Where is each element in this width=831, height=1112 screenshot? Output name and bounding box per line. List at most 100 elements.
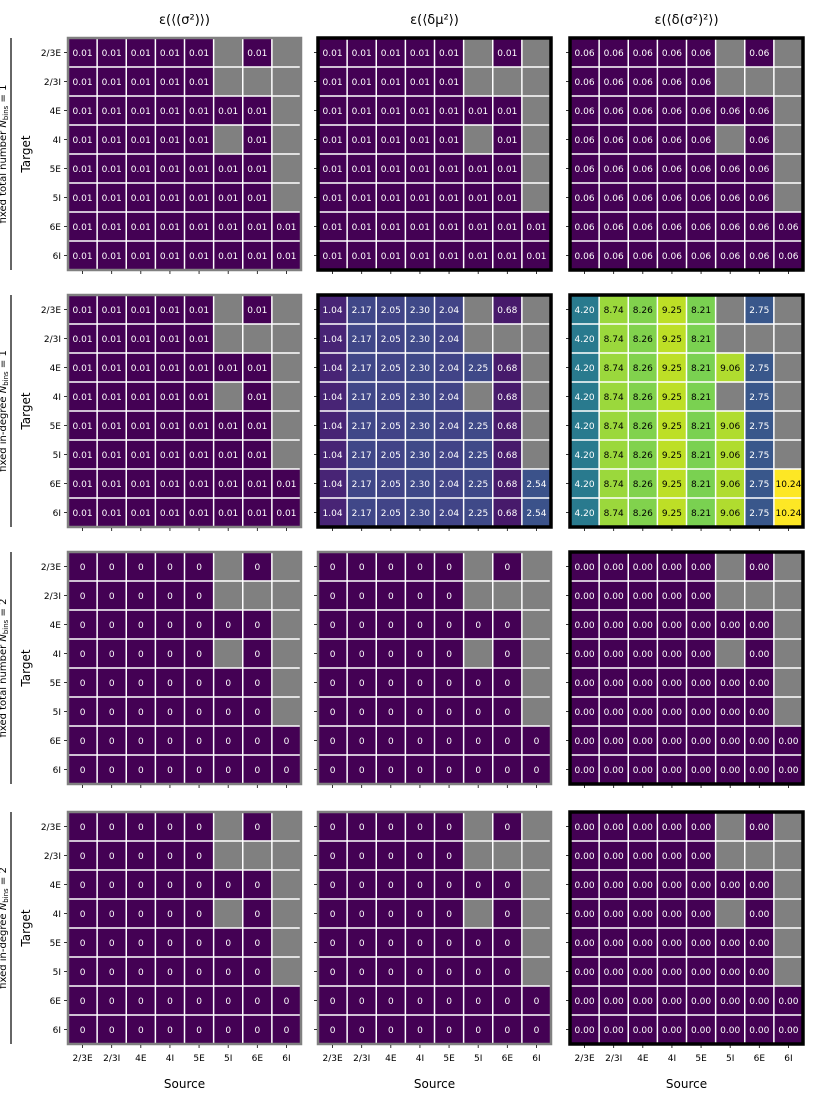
cell-value-label: 0.00 [749,1026,769,1036]
cell-value-label: 0.00 [575,592,595,602]
panel-frame [316,550,553,786]
cell-value-label: 0.01 [189,194,209,204]
cell-value-label: 2.17 [352,509,372,519]
cell-value-label: 8.74 [604,480,624,490]
heatmap-cell [318,986,348,1015]
heatmap-cell [347,957,377,986]
cell-value-label: 9.25 [662,364,682,374]
missing-cell [773,610,803,639]
cell-value-label: 0.00 [604,679,624,689]
heatmap-cell [347,382,377,411]
heatmap-cell [405,812,435,841]
heatmap-cell [213,411,243,440]
cell-value-label: 2.05 [381,364,401,374]
cell-value-label: 0 [284,1026,290,1036]
cell-value-label: 0.01 [526,252,546,262]
cell-value-label: 0.00 [604,621,624,631]
heatmap-cell [347,67,377,96]
cell-value-label: 0 [225,881,231,891]
heatmap-cell [715,469,745,498]
cell-value-label: 0.68 [497,364,517,374]
cell-value-label: 0 [475,737,481,747]
missing-cell [521,67,551,96]
heatmap-cell [628,324,658,353]
cell-value-label: 0.68 [497,393,517,403]
heatmap-cell [405,469,435,498]
heatmap-cell [744,411,774,440]
heatmap-cell [599,469,629,498]
cell-value-label: 0.06 [749,107,769,117]
cell-value-label: 0.00 [662,823,682,833]
heatmap-cell [657,212,687,241]
missing-cell [521,812,551,841]
cell-value-label: 0 [388,910,394,920]
cell-value-label: 0 [330,939,336,949]
cell-value-label: 0.06 [633,78,653,88]
heatmap-cell [97,668,127,697]
heatmap-cell [155,241,185,270]
heatmap-cell [628,755,658,784]
cell-value-label: 0.00 [604,650,624,660]
cell-value-label: 0 [446,823,452,833]
heatmap-cell [155,212,185,241]
heatmap-cell [434,382,464,411]
cell-value-label: 8.74 [604,393,624,403]
cell-value-label: 0 [475,766,481,776]
cell-value-label: 0.06 [720,194,740,204]
cell-value-label: 0.00 [720,708,740,718]
heatmap-cell [155,324,185,353]
heatmap-cell [570,324,600,353]
cell-value-label: 2.17 [352,393,372,403]
cell-value-label: 0.01 [218,509,238,519]
heatmap-cell [184,125,214,154]
missing-cell [271,353,301,382]
missing-cell [715,125,745,154]
heatmap-cell [744,96,774,125]
heatmap-cell [599,639,629,668]
cell-value-label: 0.00 [691,852,711,862]
heatmap-cell [657,67,687,96]
missing-cell [271,957,301,986]
heatmap-cell [242,957,272,986]
cell-value-label: 2.04 [439,335,459,345]
cell-value-label: 0.00 [633,592,653,602]
missing-cell [773,38,803,67]
cell-value-label: 0.06 [604,252,624,262]
heatmap-cell [657,469,687,498]
heatmap-cell [686,581,716,610]
heatmap-cell [155,552,185,581]
cell-value-label: 0 [359,708,365,718]
missing-cell [213,639,243,668]
heatmap-cell [405,154,435,183]
cell-value-label: 0.06 [691,49,711,59]
cell-value-label: 0.01 [73,252,93,262]
cell-value-label: 0.01 [381,165,401,175]
heatmap-cell [347,241,377,270]
cell-value-label: 0.01 [73,306,93,316]
cell-value-label: 0.01 [131,252,151,262]
cell-value-label: 0 [225,939,231,949]
cell-value-label: 0.01 [160,194,180,204]
heatmap-cell [686,812,716,841]
cell-value-label: 9.06 [720,509,740,519]
heatmap-cell [686,353,716,382]
source-tick-label: 5I [474,1054,482,1064]
cell-value-label: 0.01 [102,78,122,88]
heatmap-cell [686,552,716,581]
heatmap-cell [155,870,185,899]
heatmap-cell [686,697,716,726]
panel-frame [66,550,303,786]
heatmap-cell [97,411,127,440]
cell-value-label: 0.01 [131,49,151,59]
cell-value-label: 0.00 [720,997,740,1007]
heatmap-cell [405,440,435,469]
heatmap-cell [126,552,156,581]
heatmap-cell [97,639,127,668]
heatmap-cell [347,986,377,1015]
heatmap-cell [657,755,687,784]
cell-value-label: 0.01 [468,223,488,233]
heatmap-cell [376,382,406,411]
cell-value-label: 0.01 [323,194,343,204]
heatmap-cell [376,986,406,1015]
heatmap-cell [521,469,551,498]
